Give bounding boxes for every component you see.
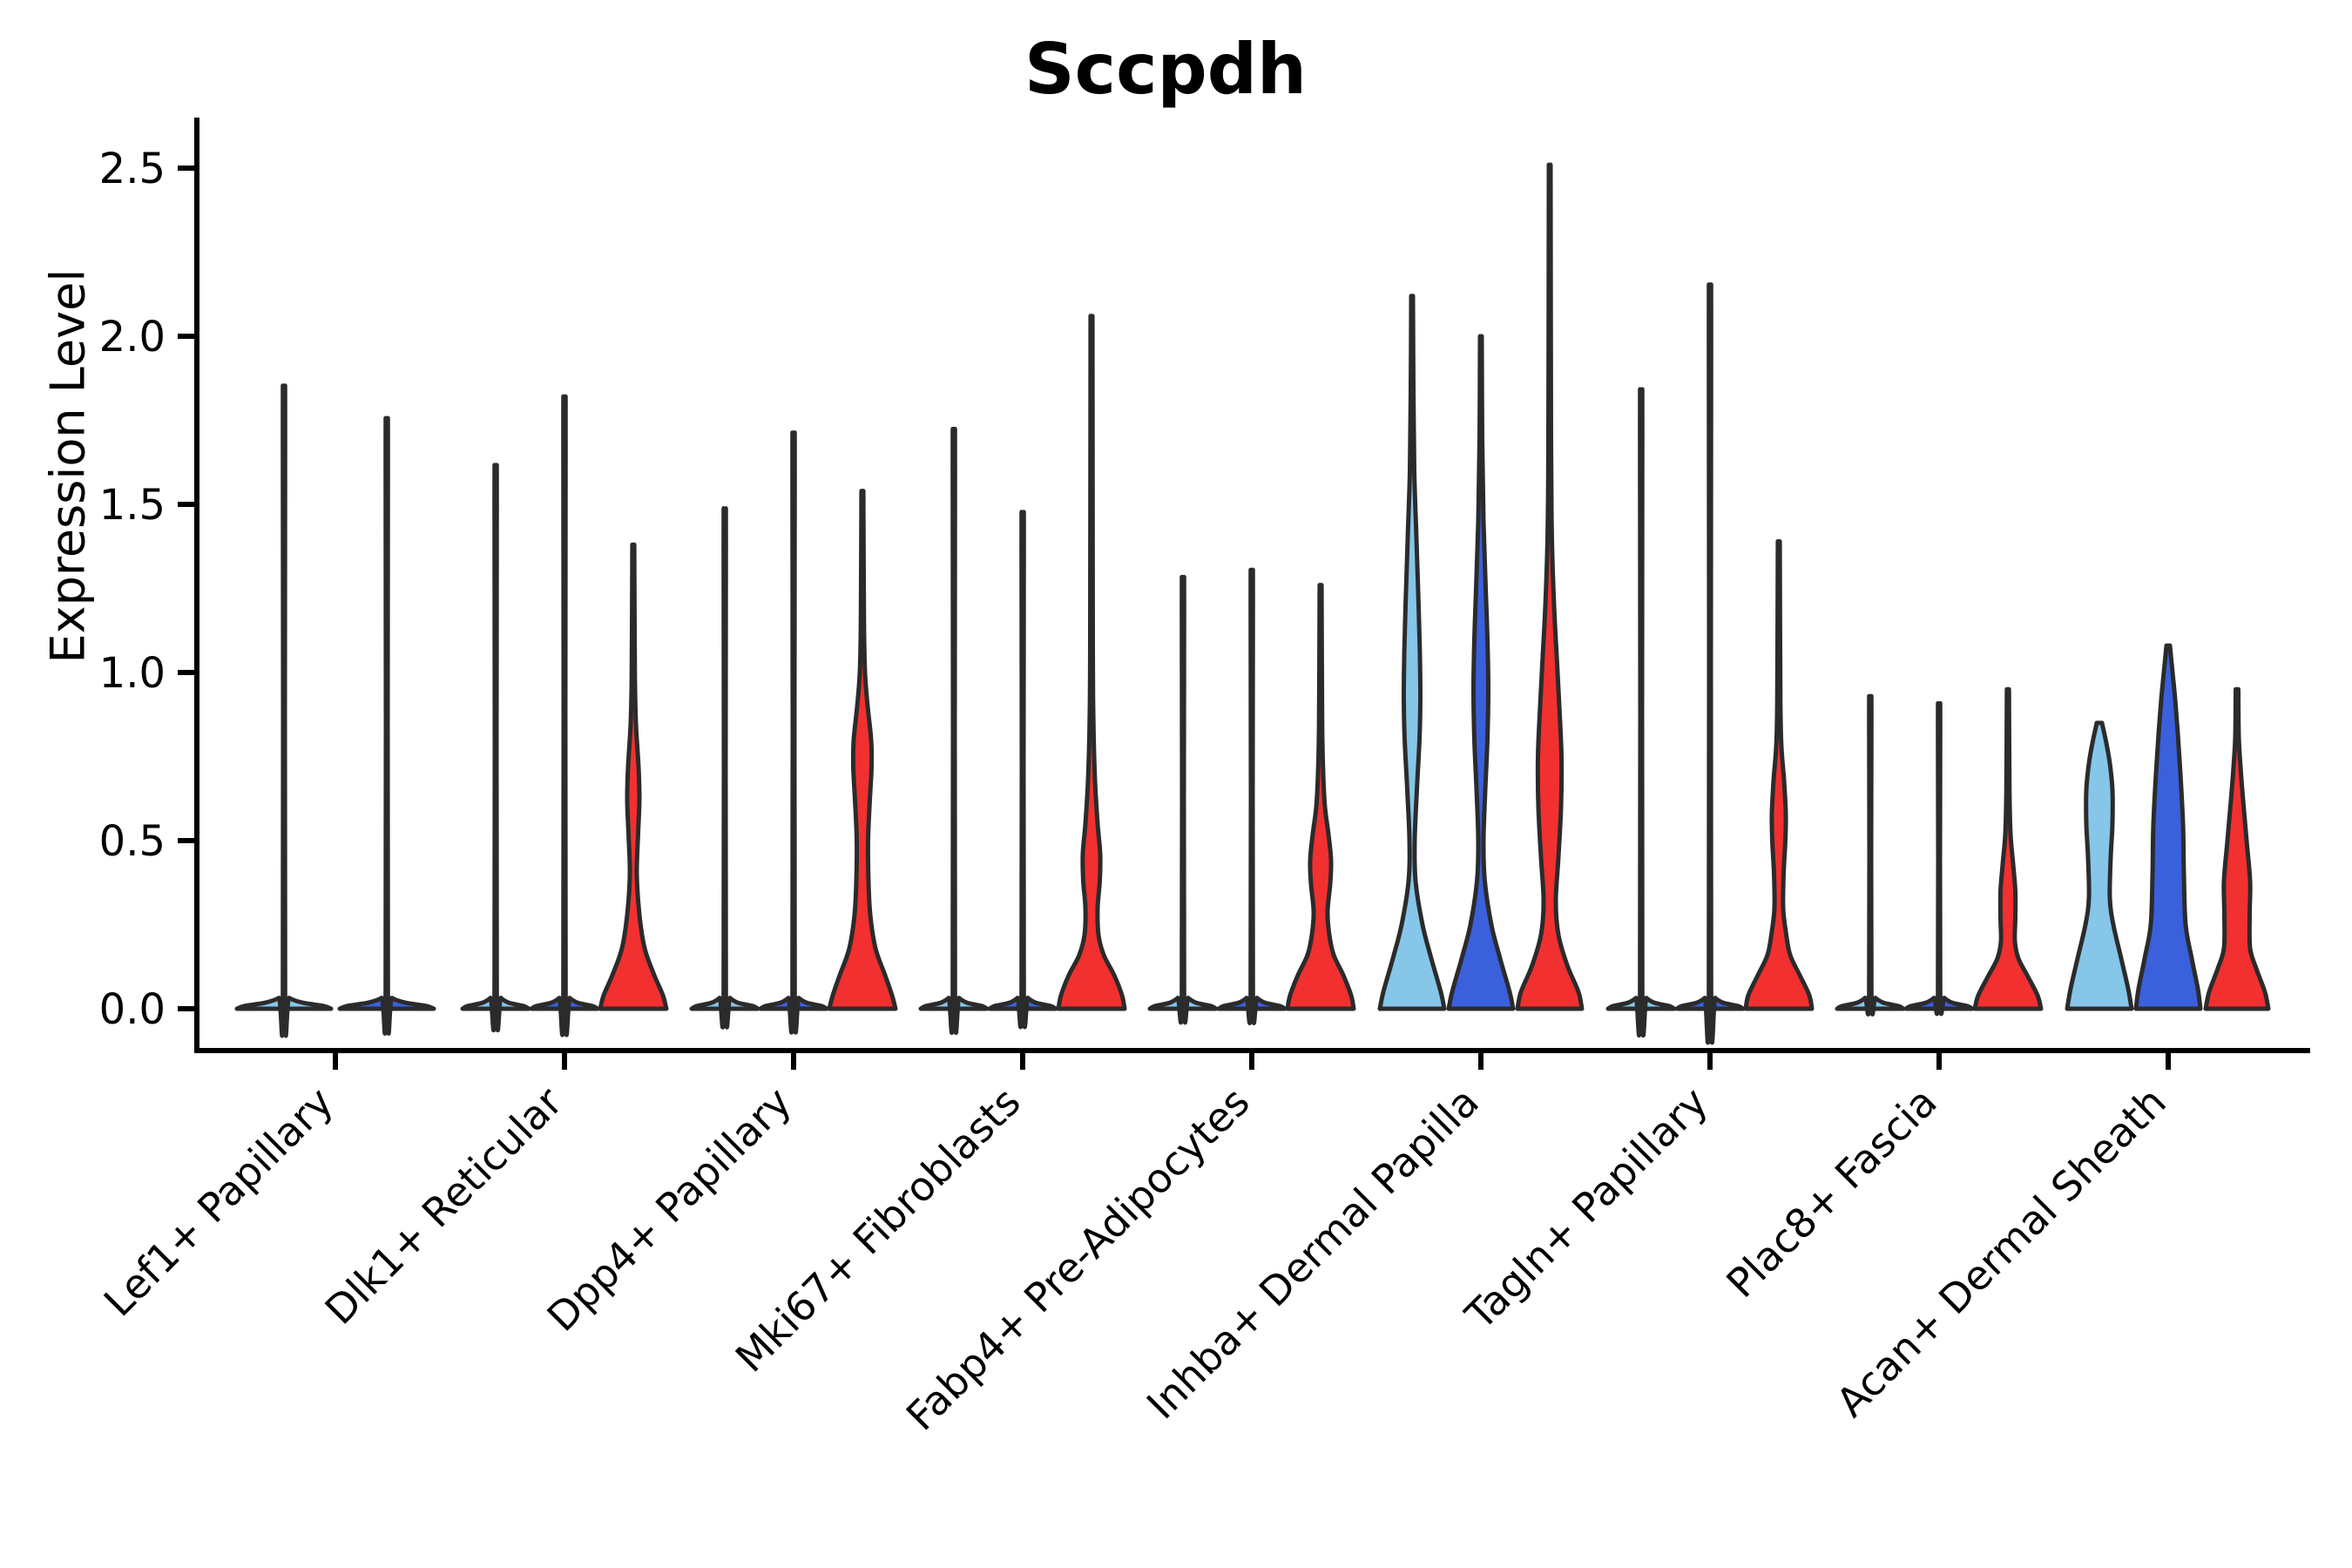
chart-title: Sccpdh: [1024, 29, 1307, 110]
y-tick-label: 1.5: [99, 481, 166, 530]
violin-shape: [1377, 294, 1447, 1011]
x-tick-label: Lef1+ Papillary: [95, 1078, 342, 1326]
violin-shape: [2065, 720, 2134, 1011]
y-tick-label: 1.0: [99, 649, 166, 698]
violin-shape: [1674, 282, 1746, 1045]
violin-shape: [1056, 314, 1127, 1011]
violin-shape: [689, 506, 760, 1030]
violin-shape: [598, 542, 669, 1011]
violin-shape: [337, 416, 436, 1036]
violin-shape: [2133, 643, 2203, 1011]
violin-shape: [1605, 387, 1677, 1038]
violin-shape: [1835, 693, 1906, 1017]
y-axis-title: Expression Level: [40, 268, 96, 664]
violin-shape: [1216, 567, 1288, 1025]
y-tick-label: 2.0: [99, 313, 166, 362]
y-tick-label: 0.5: [99, 817, 166, 866]
violin-shape: [918, 427, 990, 1035]
x-tick-label: Dpp4+ Papillary: [538, 1078, 801, 1341]
x-tick-label: Plac8+ Fascia: [1717, 1078, 1945, 1307]
x-tick-label: Dlk1+ Reticular: [316, 1078, 571, 1334]
violin-shape: [1972, 686, 2044, 1011]
violin-shape: [1515, 162, 1585, 1011]
y-tick-label: 2.5: [99, 145, 166, 193]
x-tick-label: Tagln+ Papillary: [1456, 1078, 1717, 1340]
violin-shape: [1147, 575, 1219, 1025]
violin-shape: [1743, 539, 1815, 1011]
violin-shape: [827, 489, 898, 1011]
violin-shape: [758, 430, 829, 1035]
violin-shape: [529, 394, 600, 1037]
violin-shape: [234, 383, 334, 1038]
violin-shape: [987, 510, 1058, 1030]
y-tick-label: 0.0: [99, 985, 166, 1034]
violin-shape: [1903, 700, 1975, 1017]
violin-shape: [1446, 334, 1516, 1011]
violin-shape: [460, 463, 531, 1033]
violin-shape: [2203, 686, 2271, 1011]
violin-shape: [1285, 583, 1356, 1011]
